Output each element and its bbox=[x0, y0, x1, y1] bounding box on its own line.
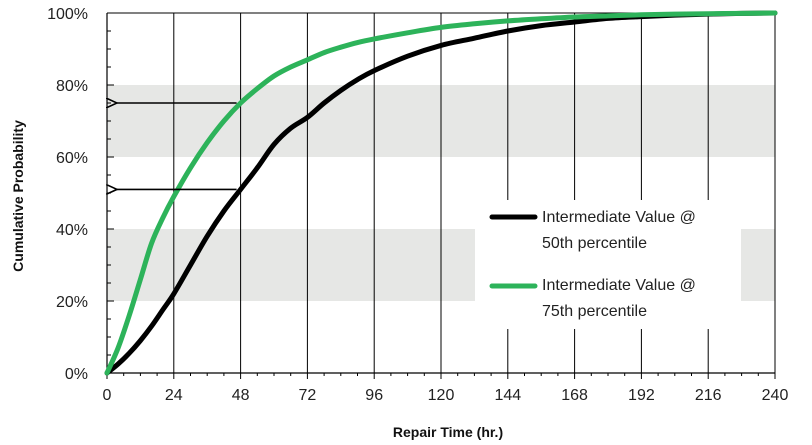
y-tick-label-0: 0% bbox=[65, 366, 88, 383]
x-tick-label-144: 144 bbox=[494, 387, 521, 404]
x-tick-label-192: 192 bbox=[628, 387, 655, 404]
x-tick-label-72: 72 bbox=[299, 387, 317, 404]
x-tick-label-0: 0 bbox=[103, 387, 112, 404]
tick-labels: 0 24 48 72 96 120 144 168 192 216 240 0% 20% 40% 60% 80… bbox=[47, 6, 788, 404]
y-tick-label-40: 40% bbox=[56, 222, 88, 239]
y-tick-label-80: 80% bbox=[56, 78, 88, 95]
x-tick-label-240: 240 bbox=[762, 387, 789, 404]
x-tick-label-24: 24 bbox=[165, 387, 183, 404]
x-tick-label-168: 168 bbox=[561, 387, 588, 404]
y-tick-label-60: 60% bbox=[56, 150, 88, 167]
y-tick-label-100: 100% bbox=[47, 6, 88, 23]
legend-label-50th-line2: 50th percentile bbox=[542, 235, 647, 252]
series-line-50th-percentile bbox=[104, 10, 778, 376]
legend-label-50th-line1: Intermediate Value @ bbox=[542, 209, 696, 226]
y-tick-label-20: 20% bbox=[56, 294, 88, 311]
x-tick-label-48: 48 bbox=[232, 387, 250, 404]
x-axis-title: Repair Time (hr.) bbox=[393, 424, 503, 440]
annotation-arrows bbox=[117, 103, 237, 189]
legend-label-75th-line1: Intermediate Value @ bbox=[542, 277, 696, 294]
legend-label-75th-line2: 75th percentile bbox=[542, 303, 647, 320]
legend-background bbox=[475, 200, 741, 329]
x-tick-label-96: 96 bbox=[365, 387, 383, 404]
x-tick-label-216: 216 bbox=[695, 387, 722, 404]
series-line-75th-percentile bbox=[104, 10, 778, 376]
x-tick-label-120: 120 bbox=[428, 387, 455, 404]
y-axis-title: Cumulative Probability bbox=[10, 120, 26, 272]
series-lines bbox=[104, 10, 778, 376]
legend: Intermediate Value @ 50th percentile Int… bbox=[475, 200, 741, 329]
